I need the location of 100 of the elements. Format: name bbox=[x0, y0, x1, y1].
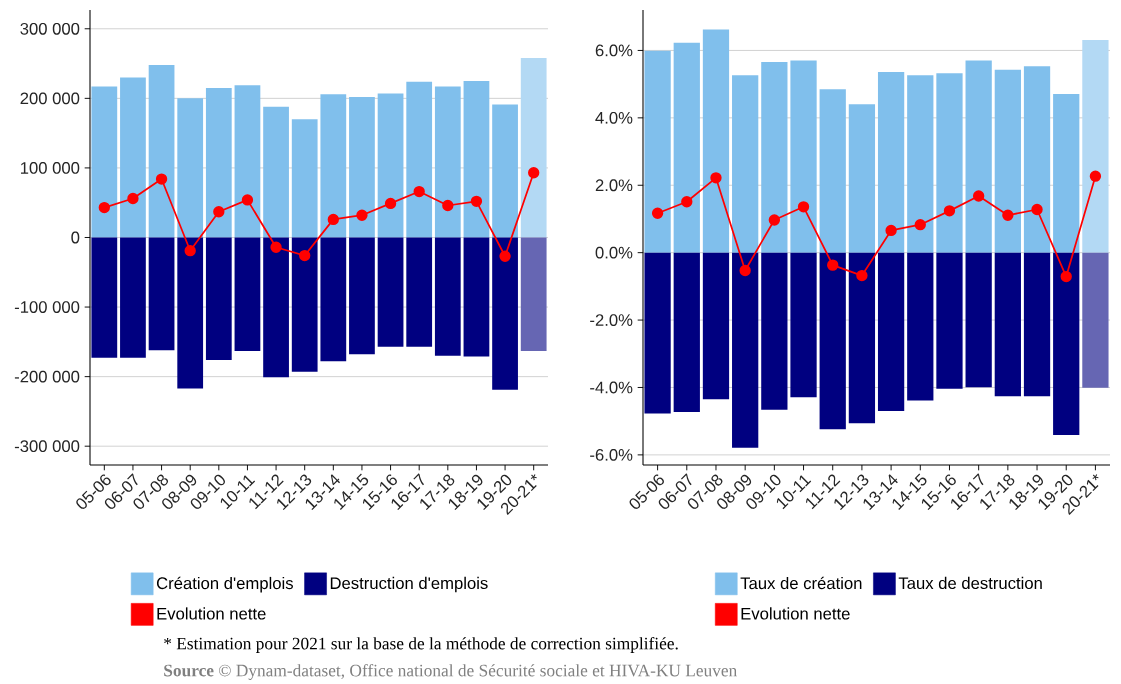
bar bbox=[1023, 252, 1051, 397]
legend-label: Taux de création bbox=[740, 576, 862, 590]
legend-label: Evolution nette bbox=[157, 607, 266, 620]
bar bbox=[91, 237, 118, 358]
bar bbox=[291, 237, 318, 372]
y-tick-label: -2.0% bbox=[590, 314, 633, 326]
legend-label: Taux de destruction bbox=[898, 576, 1042, 590]
bar bbox=[492, 104, 518, 238]
bar bbox=[848, 252, 876, 424]
bar bbox=[120, 77, 146, 238]
point bbox=[1031, 203, 1043, 216]
bar bbox=[148, 64, 175, 238]
point bbox=[1060, 270, 1072, 283]
point bbox=[768, 214, 781, 226]
point bbox=[710, 172, 722, 184]
bar bbox=[907, 75, 934, 253]
bar bbox=[907, 252, 934, 401]
y-tick-label: 6.0% bbox=[595, 44, 633, 57]
point bbox=[1002, 209, 1014, 221]
point bbox=[413, 185, 425, 198]
y-tick-label: 200 000 bbox=[20, 92, 80, 105]
bar bbox=[291, 119, 318, 238]
y-tick-label: 300 000 bbox=[20, 22, 80, 35]
bar bbox=[965, 60, 992, 253]
point bbox=[356, 209, 368, 221]
bar bbox=[965, 252, 992, 388]
point bbox=[651, 207, 664, 219]
point bbox=[914, 219, 926, 231]
text: Source © Dynam-dataset, Office national de Sécurité sociale et HIVA-KU Leuven bbox=[164, 664, 737, 680]
point bbox=[127, 192, 139, 205]
bar bbox=[520, 237, 547, 351]
bar bbox=[994, 252, 1021, 397]
y-tick-label: -100 000 bbox=[14, 301, 80, 313]
bar bbox=[936, 73, 963, 253]
bar bbox=[1082, 252, 1109, 388]
y-tick-label: 100 000 bbox=[20, 162, 80, 174]
point bbox=[213, 206, 225, 218]
bar bbox=[1082, 39, 1109, 253]
bar bbox=[406, 81, 433, 238]
point bbox=[681, 196, 693, 208]
y-tick-label: -300 000 bbox=[14, 440, 80, 453]
legend-label: Evolution nette bbox=[741, 607, 850, 620]
bar bbox=[434, 86, 461, 238]
bar bbox=[463, 237, 490, 357]
point bbox=[827, 259, 839, 271]
bar bbox=[377, 93, 404, 238]
bar bbox=[673, 252, 700, 413]
bar bbox=[644, 252, 671, 414]
bar bbox=[349, 237, 375, 355]
legend-label: Destruction d'emplois bbox=[330, 576, 488, 593]
bar bbox=[1053, 93, 1080, 253]
bar bbox=[702, 252, 730, 400]
point bbox=[442, 199, 454, 212]
point bbox=[470, 195, 483, 207]
bar bbox=[848, 104, 876, 253]
bar bbox=[761, 61, 788, 253]
bar bbox=[320, 237, 347, 362]
y-tick-label: 0.0% bbox=[595, 246, 633, 259]
bar bbox=[761, 252, 788, 410]
bar bbox=[120, 237, 146, 358]
text: * Estimation pour 2021 sur la base de la méthode de correction simplifiée. bbox=[164, 637, 678, 653]
point bbox=[739, 264, 751, 277]
y-tick-label: -200 000 bbox=[14, 370, 80, 383]
bar bbox=[377, 237, 404, 347]
bar bbox=[177, 98, 204, 238]
bar bbox=[790, 60, 817, 253]
bar bbox=[205, 237, 232, 360]
y-tick-label: 2.0% bbox=[595, 179, 633, 192]
y-tick-label: -6.0% bbox=[590, 448, 633, 461]
y-tick-label: -4.0% bbox=[590, 381, 633, 394]
bar bbox=[732, 252, 759, 448]
bar bbox=[205, 87, 232, 238]
y-tick-label: 4.0% bbox=[595, 111, 633, 124]
bar bbox=[732, 75, 759, 253]
bar bbox=[434, 237, 461, 356]
point bbox=[299, 249, 311, 262]
bar bbox=[702, 29, 730, 253]
bar bbox=[819, 252, 846, 430]
bar bbox=[463, 80, 490, 238]
bar bbox=[1053, 252, 1080, 435]
bar bbox=[234, 237, 261, 351]
bar bbox=[349, 96, 375, 238]
point bbox=[797, 201, 810, 213]
bar bbox=[936, 252, 963, 389]
point bbox=[155, 173, 168, 185]
bar bbox=[492, 237, 518, 390]
bar bbox=[673, 42, 700, 253]
bar bbox=[819, 89, 846, 253]
point bbox=[327, 213, 339, 226]
bar bbox=[994, 69, 1021, 253]
bar bbox=[877, 252, 905, 412]
point bbox=[384, 197, 397, 210]
point bbox=[972, 190, 985, 202]
bar bbox=[644, 50, 671, 253]
bar bbox=[177, 237, 204, 389]
bar bbox=[148, 237, 175, 351]
bar bbox=[234, 85, 261, 238]
point bbox=[943, 205, 956, 217]
bar bbox=[1023, 66, 1051, 253]
point bbox=[1089, 170, 1102, 182]
